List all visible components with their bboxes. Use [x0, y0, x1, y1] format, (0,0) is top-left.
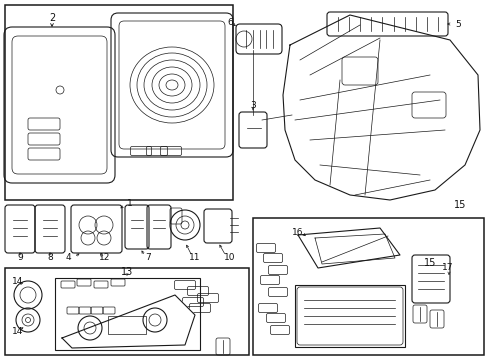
Bar: [108, 316, 146, 334]
Polygon shape: [283, 15, 479, 200]
Bar: [5, 268, 248, 355]
Polygon shape: [62, 295, 195, 348]
Text: 7: 7: [145, 253, 151, 262]
Polygon shape: [297, 228, 399, 268]
Text: 9: 9: [17, 253, 23, 262]
Text: 6: 6: [226, 18, 232, 27]
Text: 14: 14: [12, 328, 23, 337]
Bar: [252, 218, 483, 355]
Text: 8: 8: [47, 253, 53, 262]
Text: 15: 15: [453, 200, 465, 210]
Text: 10: 10: [224, 253, 235, 262]
Text: 12: 12: [99, 253, 110, 262]
Text: 17: 17: [441, 264, 453, 273]
Bar: [294, 285, 404, 347]
Text: 5: 5: [454, 19, 460, 28]
Text: 2: 2: [49, 13, 55, 23]
Text: 16: 16: [292, 228, 303, 237]
Text: 14: 14: [12, 278, 23, 287]
Text: 15: 15: [423, 258, 435, 268]
Text: 3: 3: [250, 100, 255, 109]
Bar: [5, 5, 232, 200]
Text: 4: 4: [65, 253, 71, 262]
Bar: [55, 278, 200, 350]
Text: 13: 13: [121, 267, 133, 277]
Text: 11: 11: [189, 253, 201, 262]
Text: 1: 1: [127, 198, 133, 207]
